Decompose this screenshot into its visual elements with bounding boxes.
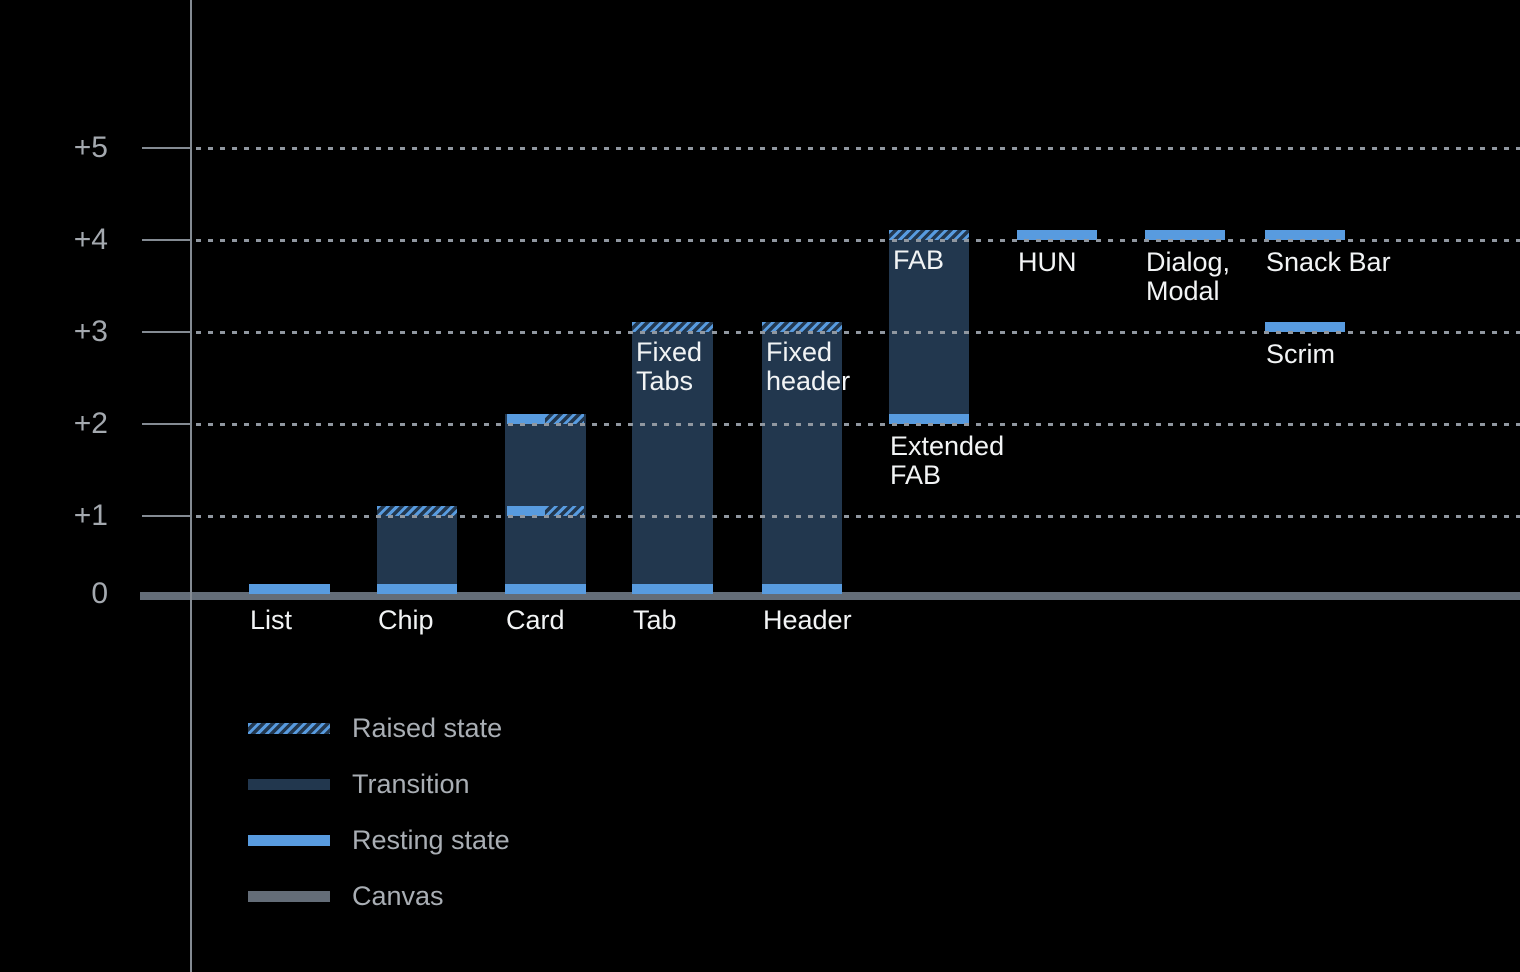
x-category-label-card: Card: [506, 605, 565, 635]
legend-label-resting: Resting state: [352, 824, 510, 855]
y-tick-label: +1: [73, 499, 108, 532]
x-category-label-chip: Chip: [378, 605, 434, 635]
raised-band-tab: [632, 322, 713, 332]
resting-band-tab: [632, 584, 713, 594]
y-tick-line: [142, 515, 192, 517]
bar-below-label-scrim: Scrim: [1266, 339, 1335, 369]
raised-half: [545, 506, 584, 516]
resting-band-chip: [377, 584, 457, 594]
resting-band-dialog-modal: [1145, 230, 1225, 240]
bar-transition-card: [505, 424, 586, 584]
y-tick-line: [142, 147, 192, 149]
bar-inner-label-header: Fixed header: [766, 337, 851, 396]
y-tick-label: +3: [73, 315, 108, 348]
resting-band-card: [505, 584, 586, 594]
y-tick-label: +5: [73, 131, 108, 164]
legend-swatch-resting: [248, 834, 330, 846]
resting-band-list: [249, 584, 330, 594]
resting-half: [507, 414, 545, 424]
x-category-label-list: List: [250, 605, 293, 635]
bar-inner-label-tab: Fixed Tabs: [636, 337, 703, 396]
bar-below-label-extended-fab: Extended FAB: [890, 431, 1005, 490]
y-tick-label: 0: [91, 577, 108, 610]
y-gridline: [196, 515, 1520, 518]
x-category-label-header: Header: [763, 605, 852, 635]
raised-half: [545, 414, 584, 424]
bar-transition-header: [762, 332, 842, 584]
resting-half: [507, 506, 545, 516]
legend-item-raised: Raised state: [248, 700, 668, 756]
resting-band-hun: [1017, 230, 1097, 240]
y-axis-line: [190, 0, 192, 972]
resting-raised-band-card: [505, 506, 586, 516]
y-gridline: [196, 423, 1520, 426]
y-tick-line: [142, 239, 192, 241]
resting-band-extended-fab: [889, 414, 969, 424]
legend-item-transition: Transition: [248, 756, 668, 812]
bar-below-label-snack-bar: Snack Bar: [1266, 247, 1391, 277]
legend-label-transition: Transition: [352, 768, 470, 799]
raised-band-extended-fab: [889, 230, 969, 240]
y-tick-line: [142, 423, 192, 425]
bar-transition-tab: [632, 332, 713, 584]
resting-band-header: [762, 584, 842, 594]
x-category-label-tab: Tab: [633, 605, 677, 635]
y-gridline: [196, 331, 1520, 334]
bar-below-label-hun: HUN: [1018, 247, 1077, 277]
bar-transition-extended-fab: [889, 240, 969, 414]
bar-inner-label-extended-fab: FAB: [893, 245, 945, 275]
legend-swatch-canvas: [248, 890, 330, 902]
legend-item-canvas: Canvas: [248, 868, 668, 924]
y-tick-line: [142, 331, 192, 333]
canvas-baseline: [140, 592, 1520, 600]
resting-raised-band-card: [505, 414, 586, 424]
bar-below-label-dialog-modal: Dialog, Modal: [1146, 247, 1231, 306]
legend-label-raised: Raised state: [352, 712, 503, 743]
resting-band-scrim: [1265, 322, 1345, 332]
resting-band-snack-bar: [1265, 230, 1345, 240]
y-tick-label: +4: [73, 223, 108, 256]
legend-label-canvas: Canvas: [352, 880, 444, 911]
y-tick-label: +2: [73, 407, 108, 440]
legend-swatch-raised: [248, 722, 330, 734]
y-gridline: [196, 239, 1520, 242]
raised-band-header: [762, 322, 842, 332]
raised-band-chip: [377, 506, 457, 516]
legend-swatch-transition: [248, 778, 330, 790]
y-gridline: [196, 147, 1520, 150]
legend-item-resting: Resting state: [248, 812, 668, 868]
bar-transition-chip: [377, 516, 457, 584]
